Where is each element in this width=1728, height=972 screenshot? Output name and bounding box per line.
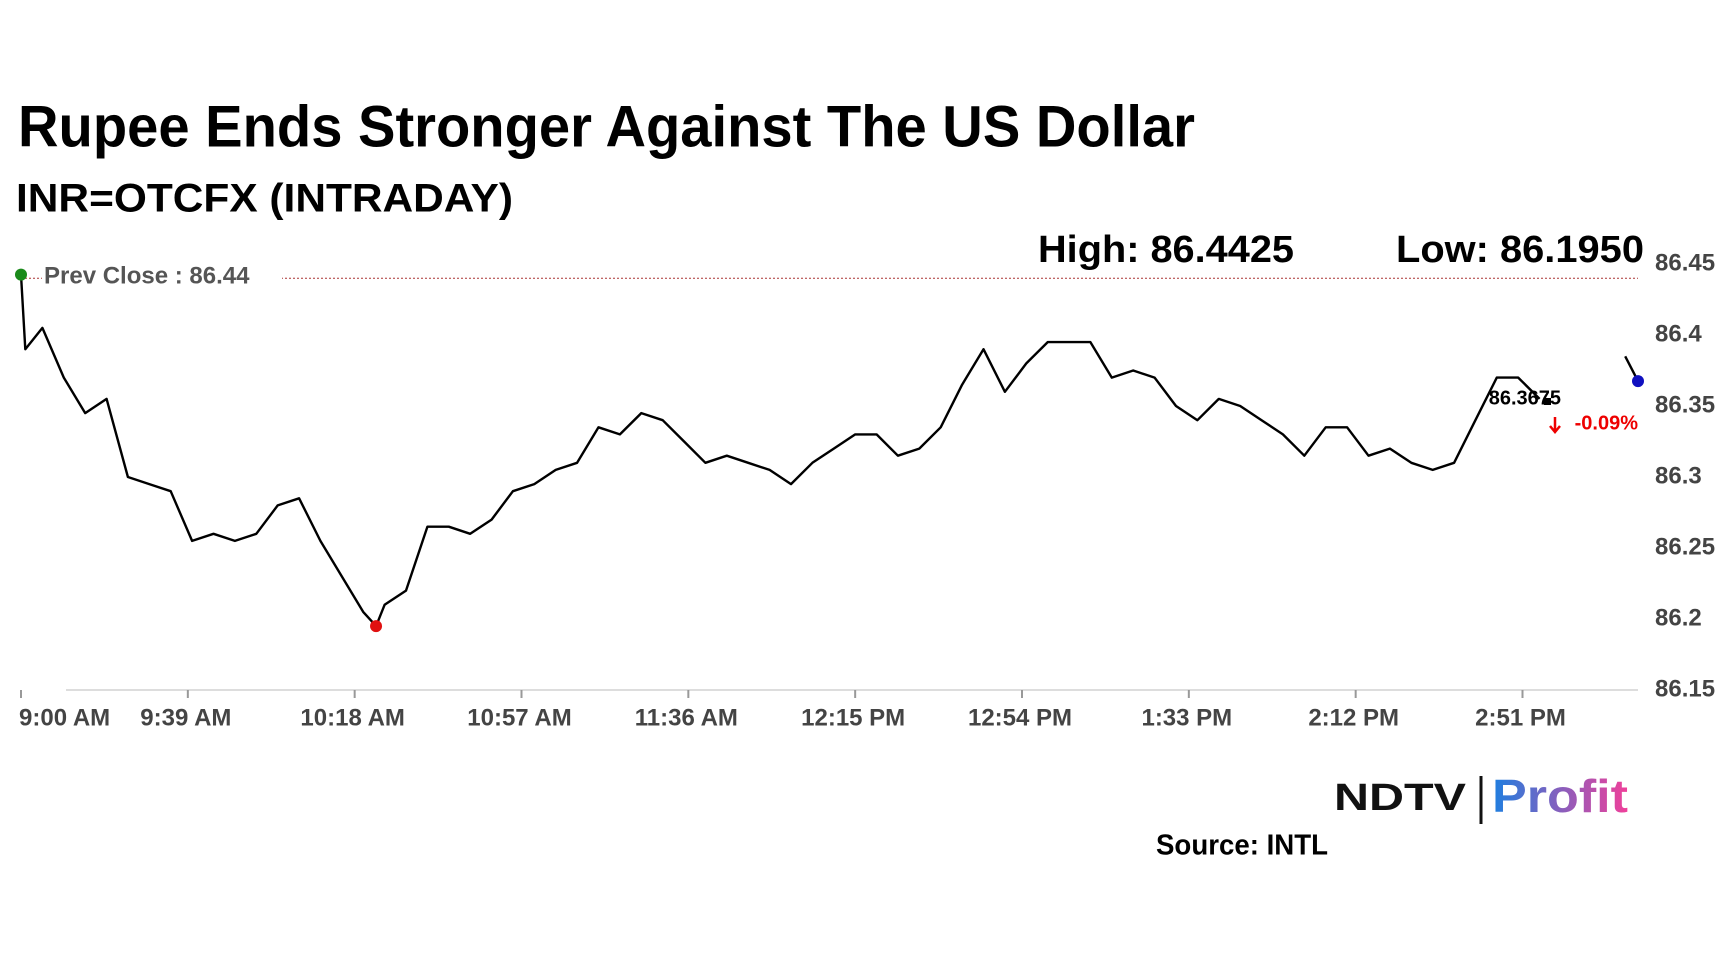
end-dot — [1632, 375, 1644, 388]
x-tick-label: 9:00 AM — [19, 704, 110, 731]
logo-ndtv: NDTV — [1334, 777, 1467, 819]
x-tick-label: 9:39 AM — [140, 704, 231, 731]
y-tick-label: 86.15 — [1655, 675, 1715, 702]
x-tick-label: 2:12 PM — [1308, 704, 1399, 731]
source: Source: INTL — [1156, 830, 1328, 862]
x-tick-label: 12:15 PM — [801, 704, 905, 731]
x-tick-label: 10:18 AM — [300, 704, 404, 731]
chart-title: Rupee Ends Stronger Against The US Dolla… — [18, 94, 1195, 159]
low-dot — [370, 620, 383, 633]
y-tick-label: 86.2 — [1655, 604, 1702, 631]
x-tick-label: 12:54 PM — [968, 704, 1072, 731]
logo-profit: Profit — [1492, 770, 1628, 822]
y-tick-label: 86.4 — [1655, 320, 1702, 347]
down-arrow — [1549, 417, 1561, 434]
x-tick-label: 10:57 AM — [467, 704, 571, 731]
last-value-label: 86.3675 — [1489, 387, 1561, 409]
price-line — [19, 274, 1640, 628]
y-tick-label: 86.3 — [1655, 462, 1702, 489]
low-label: Low: 86.1950 — [1396, 229, 1644, 271]
y-tick-label: 86.35 — [1655, 391, 1715, 418]
start-dot — [15, 268, 27, 281]
y-tick-label: 86.45 — [1655, 249, 1715, 276]
high-label: High: 86.4425 — [1038, 229, 1294, 271]
change-label: -0.09% — [1575, 412, 1639, 434]
x-tick-label: 11:36 AM — [635, 704, 738, 731]
prev-close-label: Prev Close : 86.44 — [44, 262, 250, 289]
x-tick-label: 1:33 PM — [1141, 704, 1232, 731]
chart-subtitle: INR=OTCFX (INTRADAY) — [16, 177, 513, 221]
label-bg — [42, 264, 282, 290]
y-tick-label: 86.25 — [1655, 533, 1715, 560]
x-tick-label: 2:51 PM — [1475, 704, 1566, 731]
last-marker — [1544, 398, 1551, 405]
